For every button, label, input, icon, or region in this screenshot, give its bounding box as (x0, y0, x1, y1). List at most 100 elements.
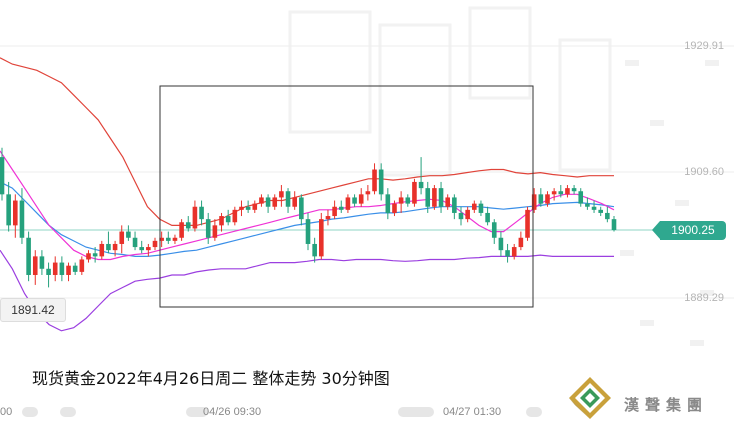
y-tick-label: 1929.91 (684, 40, 724, 52)
candle-body (172, 237, 178, 241)
candle-body (212, 225, 218, 238)
candle-body (398, 197, 404, 204)
y-tick-label: 1889.29 (684, 292, 724, 304)
candle-body (378, 169, 384, 195)
candle-body (372, 169, 377, 192)
candle-body (126, 231, 131, 238)
candle-body (112, 243, 118, 251)
watermark-shape (468, 6, 532, 100)
candle-body (265, 197, 271, 207)
candle-body (472, 203, 477, 210)
candle-body (498, 237, 504, 251)
boll-lower-line (0, 249, 614, 332)
candle-body (92, 253, 98, 257)
candle-body (46, 268, 51, 275)
candle-body (585, 203, 590, 207)
x-axis-label: 04/26 09:30 (203, 406, 262, 418)
candle-body (412, 181, 417, 204)
candle-body (332, 206, 337, 217)
candle-body (199, 206, 204, 220)
candle-body (26, 237, 31, 275)
watermark-shape (558, 38, 612, 172)
candle-body (578, 191, 584, 204)
candle-body (319, 219, 324, 257)
brand-name: 漢聲集團 (624, 396, 709, 414)
candle-body (166, 237, 171, 241)
candle-body (66, 265, 71, 275)
candle-body (425, 188, 431, 207)
candle-body (545, 194, 550, 204)
candle-body (232, 209, 238, 223)
candle-body (505, 250, 510, 257)
candle-body (438, 188, 444, 207)
candle-body (99, 243, 105, 257)
candle-body (179, 222, 184, 238)
candle-body (565, 188, 570, 195)
candle-body (478, 203, 484, 213)
candle-body (192, 206, 198, 229)
candle-body (279, 191, 284, 198)
y-tick-label: 1909.60 (684, 166, 724, 178)
candle-body (452, 197, 457, 213)
candle-body (325, 216, 331, 220)
candle-body (491, 222, 497, 238)
watermark-shape (378, 23, 452, 177)
candle-body (518, 237, 524, 248)
watermark-dash (650, 120, 664, 126)
boll-upper-line (0, 57, 614, 226)
candle-body (352, 197, 357, 204)
candle-body (525, 209, 530, 238)
current-price-tag: 1900.25 (652, 221, 726, 240)
candle-body (245, 206, 251, 210)
time-marker-dot (22, 407, 38, 417)
watermark-dash (705, 60, 719, 66)
candle-body (119, 231, 125, 244)
candle-body (159, 237, 164, 241)
candle-body (458, 212, 464, 220)
candle-body (605, 212, 610, 220)
time-marker-dot (526, 407, 542, 417)
candle-body (239, 206, 244, 210)
x-axis-label: 04/27 01:30 (443, 406, 502, 418)
candle-body (59, 262, 65, 275)
candle-body (13, 200, 18, 226)
candle-body (185, 222, 191, 229)
candle-body (485, 212, 490, 223)
watermark-dash (625, 60, 639, 66)
candle-body (19, 200, 25, 238)
candle-body (591, 206, 597, 210)
watermark-dash (690, 340, 704, 346)
candle-body (418, 181, 424, 189)
candle-body (598, 209, 603, 213)
candle-body (219, 216, 224, 226)
candle-body (299, 197, 304, 220)
watermark-shape (288, 10, 372, 134)
chart-caption: 现货黄金2022年4月26日周二 整体走势 30分钟图 (32, 369, 390, 388)
candle-body (538, 194, 544, 204)
low-price-marker: 1891.42 (0, 298, 66, 322)
candle-body (365, 191, 371, 195)
candle-body (465, 209, 470, 220)
candle-body (392, 203, 397, 213)
candle-body (6, 194, 11, 226)
candle-body (531, 194, 537, 210)
time-marker-dot (60, 407, 76, 417)
candle-body (611, 219, 617, 231)
watermark-dash (675, 200, 689, 206)
candle-body (305, 219, 311, 244)
time-marker-dot (398, 407, 434, 417)
candle-body (0, 157, 5, 195)
selection-box (159, 85, 534, 308)
candle-body (405, 197, 411, 204)
candle-body (32, 256, 38, 275)
ma-fast-line (0, 150, 615, 261)
candle-body (345, 197, 351, 210)
candle-body (146, 247, 151, 251)
watermark-dash (620, 250, 634, 256)
candle-body (106, 243, 111, 251)
watermark-dash (640, 320, 654, 326)
candle-body (225, 216, 231, 223)
candle-body (86, 253, 91, 260)
